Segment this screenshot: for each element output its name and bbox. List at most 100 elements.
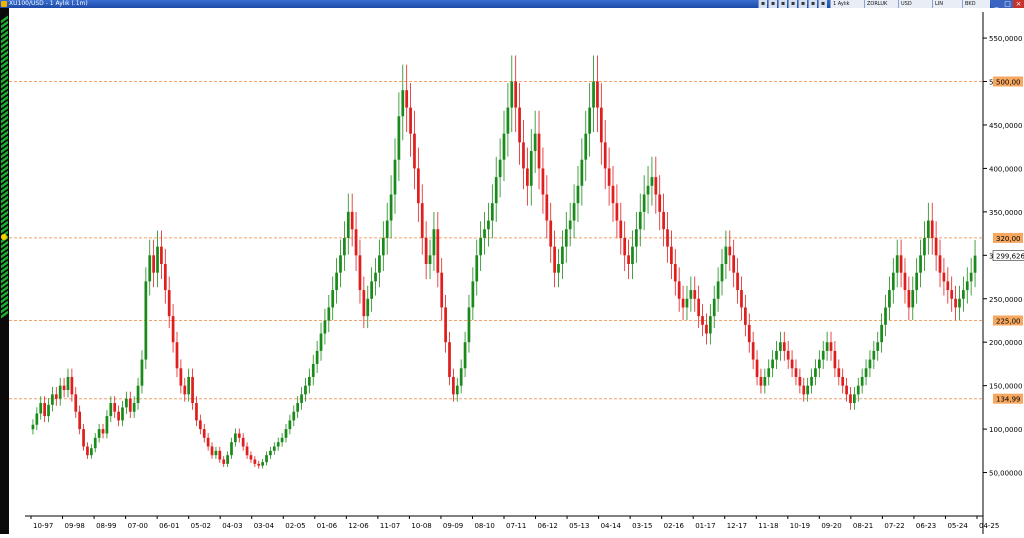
toolbar-button-5[interactable]: ▪ (798, 0, 807, 8)
candle-body (755, 359, 759, 377)
candle-body (101, 429, 105, 434)
candle-body (230, 442, 233, 456)
candle-body (837, 368, 841, 377)
x-tick-label: 06-01 (159, 522, 179, 530)
x-tick-label: 05-24 (947, 522, 968, 530)
candle-body (868, 359, 872, 369)
candle-body (140, 359, 144, 386)
candle-body (833, 350, 837, 369)
candle-body (561, 246, 564, 264)
candle-body (409, 107, 412, 134)
title-bar: XU100/USD - 1 Aylık (.1m) ▪ ▪ ▪ ▪ ▪ ▪ ▪ … (0, 0, 1024, 8)
candle-body (802, 385, 806, 395)
candle-body (311, 363, 315, 377)
candle-body (420, 203, 424, 238)
candle-body (237, 433, 241, 438)
x-tick-label: 11-18 (758, 522, 778, 530)
toolbar-button-3[interactable]: ▪ (778, 0, 787, 8)
mode-field[interactable]: ZORLUK (864, 0, 898, 8)
x-tick-label: 01-17 (695, 522, 715, 530)
level-label: 225,00 (996, 317, 1021, 325)
candle-body (658, 194, 662, 212)
type-field[interactable]: BKD (962, 0, 990, 8)
candle-body (490, 203, 494, 221)
toolbar-button-2[interactable]: ▪ (768, 0, 777, 8)
x-tick-label: 06-23 (916, 522, 936, 530)
candle-body (163, 264, 167, 291)
x-tick-label: 09-98 (65, 522, 85, 530)
scale-field[interactable]: LIN (932, 0, 962, 8)
candle-body (89, 448, 93, 456)
toolbar-button-7[interactable]: ▪ (818, 0, 827, 8)
candle-body (915, 272, 919, 291)
minimize-icon[interactable]: _ (991, 0, 1002, 8)
toolbar-button-1[interactable]: ▪ (758, 0, 767, 8)
toolbar-button-4[interactable]: ▪ (788, 0, 797, 8)
y-tick-label: 550,0000 (989, 35, 1022, 43)
maximize-icon[interactable]: □ (1002, 0, 1013, 8)
candle-body (93, 437, 97, 449)
candle-body (705, 324, 708, 334)
candle-body (467, 307, 471, 343)
price-chart[interactable]: 50,00000 100,0000 150,0000 200,0000 250,0000… (9, 8, 1024, 534)
candle-body (327, 307, 331, 321)
candle-body (522, 142, 525, 169)
candle-body (697, 298, 701, 317)
period-field[interactable]: 1 Aylık (830, 0, 864, 8)
candle-body (541, 168, 545, 195)
candle-body (817, 359, 821, 369)
candle-body (362, 290, 366, 317)
candle-body (253, 459, 257, 464)
candle-body (775, 350, 778, 360)
candle-body (740, 290, 743, 308)
candle-body (339, 255, 342, 273)
chart-area: 50,00000 100,0000 150,0000 200,0000 250,0000… (9, 8, 1024, 534)
candle-body (296, 403, 300, 412)
candle-body (47, 404, 50, 417)
candle-body (880, 324, 883, 343)
candle-body (424, 237, 428, 264)
candle-body (385, 220, 389, 238)
candle-body (86, 446, 89, 456)
candle-body (428, 255, 432, 264)
candle-body (557, 264, 560, 273)
toolbar-button-6[interactable]: ▪ (808, 0, 817, 8)
candle-body (156, 246, 159, 273)
x-tick-label: 07-22 (884, 522, 904, 530)
candle-body (790, 359, 794, 369)
candle-body (767, 368, 771, 377)
candle-body (397, 116, 401, 160)
candle-body (888, 290, 891, 308)
candle-body (105, 416, 109, 434)
close-icon[interactable]: × (1013, 0, 1024, 8)
candle-body (654, 177, 658, 195)
candle-body (241, 437, 245, 447)
candle-body (634, 229, 638, 247)
level-label: 500,00 (996, 79, 1021, 87)
candle-body (642, 194, 646, 212)
candle-body (958, 298, 961, 308)
candle-body (856, 385, 860, 395)
candle-body (125, 398, 128, 408)
y-tick-label: 450,0000 (989, 122, 1022, 130)
candle-body (378, 255, 381, 273)
candle-body (876, 342, 880, 351)
x-tick-label: 06-12 (538, 522, 558, 530)
x-tick-label: 02-05 (285, 522, 305, 530)
candle-body (806, 385, 810, 395)
currency-field[interactable]: USD (898, 0, 932, 8)
candle-body (366, 298, 370, 317)
candle-body (191, 376, 194, 404)
candle-body (798, 376, 802, 386)
indicator-dot-icon[interactable] (1, 234, 7, 240)
y-tick-label: 400,0000 (989, 165, 1022, 173)
candle-body (592, 81, 595, 108)
candle-body (954, 298, 957, 308)
candle-body (416, 168, 420, 204)
candle-body (319, 333, 323, 351)
candle-body (62, 385, 66, 390)
x-tick-label: 08-10 (474, 522, 494, 530)
candle-body (144, 281, 148, 360)
candle-body (771, 359, 774, 369)
x-tick-label: 01-06 (317, 522, 338, 530)
